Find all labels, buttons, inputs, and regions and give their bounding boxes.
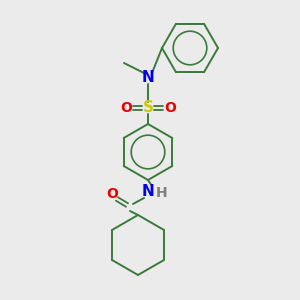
Text: O: O bbox=[164, 101, 176, 115]
Text: H: H bbox=[156, 186, 168, 200]
Text: N: N bbox=[142, 70, 154, 86]
Text: O: O bbox=[120, 101, 132, 115]
Text: O: O bbox=[106, 187, 118, 201]
Text: S: S bbox=[142, 100, 154, 116]
Text: N: N bbox=[142, 184, 154, 200]
